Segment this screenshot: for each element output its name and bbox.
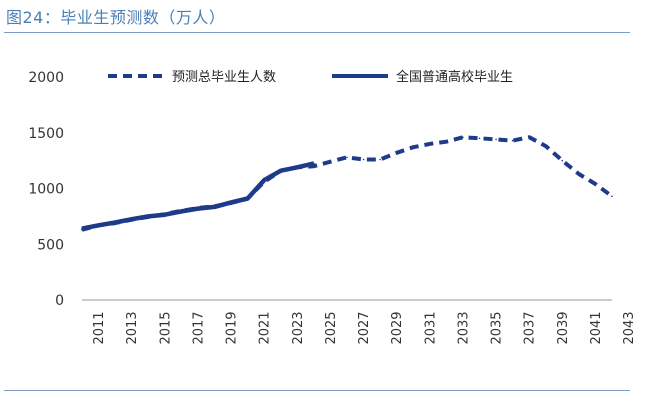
data-point bbox=[346, 156, 348, 159]
y-tick-label: 1500 bbox=[28, 126, 64, 142]
bottom-divider bbox=[4, 390, 630, 391]
legend: 预测总毕业生人数 全国普通高校毕业生 bbox=[108, 69, 513, 85]
data-point bbox=[230, 201, 232, 204]
x-tick-label: 2011 bbox=[92, 311, 107, 344]
data-point bbox=[395, 152, 398, 154]
data-point bbox=[462, 136, 464, 138]
y-axis-ticks: 0 500 1000 1500 2000 bbox=[28, 70, 64, 309]
data-point bbox=[495, 138, 497, 141]
x-tick-label: 2025 bbox=[324, 311, 339, 344]
data-point bbox=[478, 137, 481, 140]
x-tick-label: 2019 bbox=[225, 311, 240, 344]
data-point bbox=[429, 143, 431, 145]
data-point bbox=[147, 215, 150, 218]
data-point bbox=[594, 183, 597, 185]
series-line-actual bbox=[81, 161, 315, 231]
legend-label-actual: 全国普通高校毕业生 bbox=[396, 69, 513, 85]
x-tick-label: 2021 bbox=[258, 311, 273, 344]
data-point bbox=[246, 197, 249, 200]
data-point bbox=[114, 221, 116, 224]
data-point bbox=[561, 159, 564, 162]
data-point bbox=[528, 136, 530, 138]
data-point bbox=[511, 139, 514, 142]
x-tick-label: 2029 bbox=[390, 311, 405, 344]
data-point bbox=[611, 195, 613, 198]
data-point bbox=[545, 145, 547, 147]
data-point bbox=[578, 173, 580, 175]
data-point bbox=[329, 160, 332, 163]
data-point bbox=[362, 158, 365, 161]
x-tick-label: 2017 bbox=[191, 311, 206, 344]
y-tick-label: 1000 bbox=[28, 182, 64, 198]
x-axis-ticks: 2011 2013 2015 2017 2019 2021 2023 2025 2027 2029… bbox=[92, 311, 637, 344]
data-point bbox=[412, 146, 415, 148]
data-point bbox=[313, 162, 315, 165]
x-tick-label: 2023 bbox=[291, 311, 306, 344]
data-point bbox=[164, 213, 166, 216]
figure-title: 图24：毕业生预测数（万人） bbox=[6, 8, 226, 27]
data-point bbox=[197, 207, 199, 210]
data-point bbox=[213, 206, 216, 208]
data-point bbox=[445, 140, 448, 143]
data-point bbox=[81, 227, 83, 230]
data-point bbox=[263, 179, 266, 181]
data-point bbox=[296, 166, 299, 169]
x-tick-label: 2043 bbox=[622, 311, 637, 344]
y-tick-label: 500 bbox=[37, 237, 64, 253]
x-tick-label: 2031 bbox=[423, 311, 438, 344]
data-point bbox=[379, 158, 381, 161]
x-tick-label: 2041 bbox=[589, 311, 604, 344]
data-point bbox=[280, 169, 282, 172]
y-tick-label: 2000 bbox=[28, 70, 64, 86]
y-tick-label: 0 bbox=[55, 293, 64, 309]
legend-label-predicted: 预测总毕业生人数 bbox=[172, 70, 276, 85]
series-layer bbox=[81, 135, 614, 232]
x-tick-label: 2027 bbox=[357, 311, 372, 344]
x-tick-label: 2039 bbox=[556, 311, 571, 344]
data-point bbox=[130, 218, 133, 220]
x-tick-label: 2013 bbox=[125, 311, 140, 344]
x-tick-label: 2035 bbox=[490, 311, 505, 344]
data-point bbox=[97, 224, 100, 227]
top-divider bbox=[4, 32, 630, 33]
data-point bbox=[180, 210, 183, 213]
x-tick-label: 2037 bbox=[523, 311, 538, 344]
x-tick-label: 2015 bbox=[158, 311, 173, 344]
x-tick-label: 2033 bbox=[456, 311, 471, 344]
